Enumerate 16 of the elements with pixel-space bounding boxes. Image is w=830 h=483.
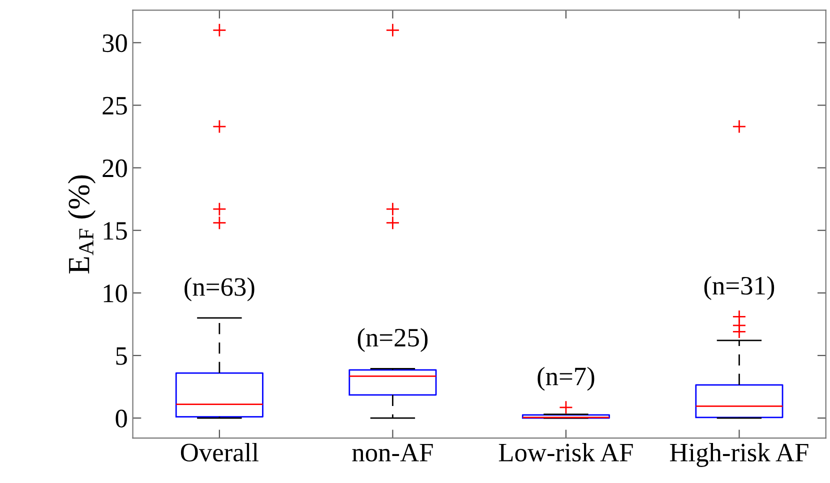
y-tick-label: 5: [116, 347, 127, 365]
annotation: (n=63): [184, 277, 254, 302]
y-tick-label: 15: [104, 222, 127, 240]
y-tick-label: 25: [102, 96, 127, 115]
y-tick-label: 10: [104, 284, 127, 302]
y-tick-label: 30: [102, 34, 127, 52]
annotation: (n=25): [358, 328, 428, 352]
y-tick-label: 20: [102, 159, 127, 178]
x-tick-label: Overall: [180, 442, 258, 462]
annotation: (n=7): [538, 366, 594, 391]
annotation: (n=31): [704, 276, 774, 300]
x-tick-label: non-AF: [352, 444, 433, 462]
x-tick-label: Low-risk AF: [498, 442, 633, 462]
x-tick-label: High-risk AF: [670, 442, 808, 467]
y-tick-label: 0: [116, 410, 127, 428]
y-axis-title: E$_{AF}$ (%): [68, 175, 96, 274]
